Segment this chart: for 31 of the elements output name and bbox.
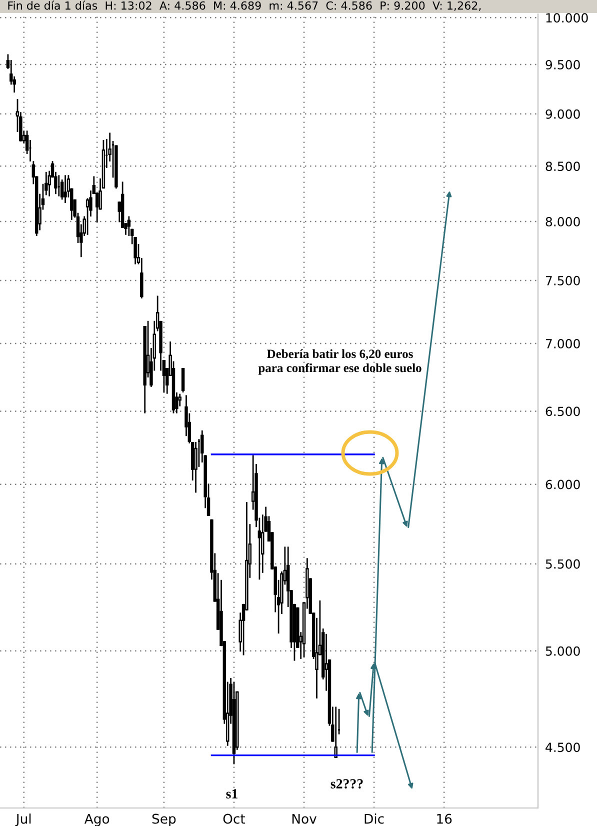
annotation: s1: [226, 789, 238, 798]
y-tick-label: 10.000: [546, 13, 588, 23]
y-tick-label: 5.000: [546, 646, 580, 656]
candlestick: [64, 175, 67, 203]
annotation: s2???: [330, 779, 363, 789]
x-tick-label: Dic: [364, 814, 384, 824]
y-tick-label: 9.000: [546, 109, 580, 119]
y-tick-label: 6.500: [546, 406, 580, 416]
chart-subtitle: Fin de día 1 días H: 13:02 A: 4.586 M: 4.689 m: 4.567 C: 4.586 P: 9.200 V: 1,262,: [8, 0, 481, 11]
x-tick-label: Oct: [223, 814, 246, 824]
annotation: Debería batir los 6,20 euros para confirmar ese doble suelo: [258, 349, 422, 375]
candlestick: [334, 706, 338, 758]
x-tick-label: Sep: [152, 814, 176, 826]
candlestick: [134, 236, 137, 264]
y-tick-label: 6.000: [546, 480, 580, 490]
candlestick: [194, 442, 198, 493]
x-tick-label: Nov: [292, 814, 316, 824]
x-tick-label: Jul: [15, 814, 31, 826]
candlestick: [127, 216, 131, 236]
y-tick-label: 5.500: [546, 559, 580, 569]
x-tick-label: Ago: [84, 814, 110, 826]
y-tick-label: 8.500: [546, 162, 580, 172]
candlestick: [140, 258, 144, 298]
candlestick: [181, 368, 185, 392]
y-tick-label: 8.000: [546, 216, 580, 226]
y-tick-label: 9.500: [546, 60, 580, 70]
candlestick: [86, 198, 90, 235]
y-tick-label: 7.000: [546, 338, 580, 348]
y-tick-label: 7.500: [546, 276, 580, 286]
x-tick-label: 16: [437, 814, 452, 824]
y-tick-label: 4.500: [546, 742, 580, 752]
